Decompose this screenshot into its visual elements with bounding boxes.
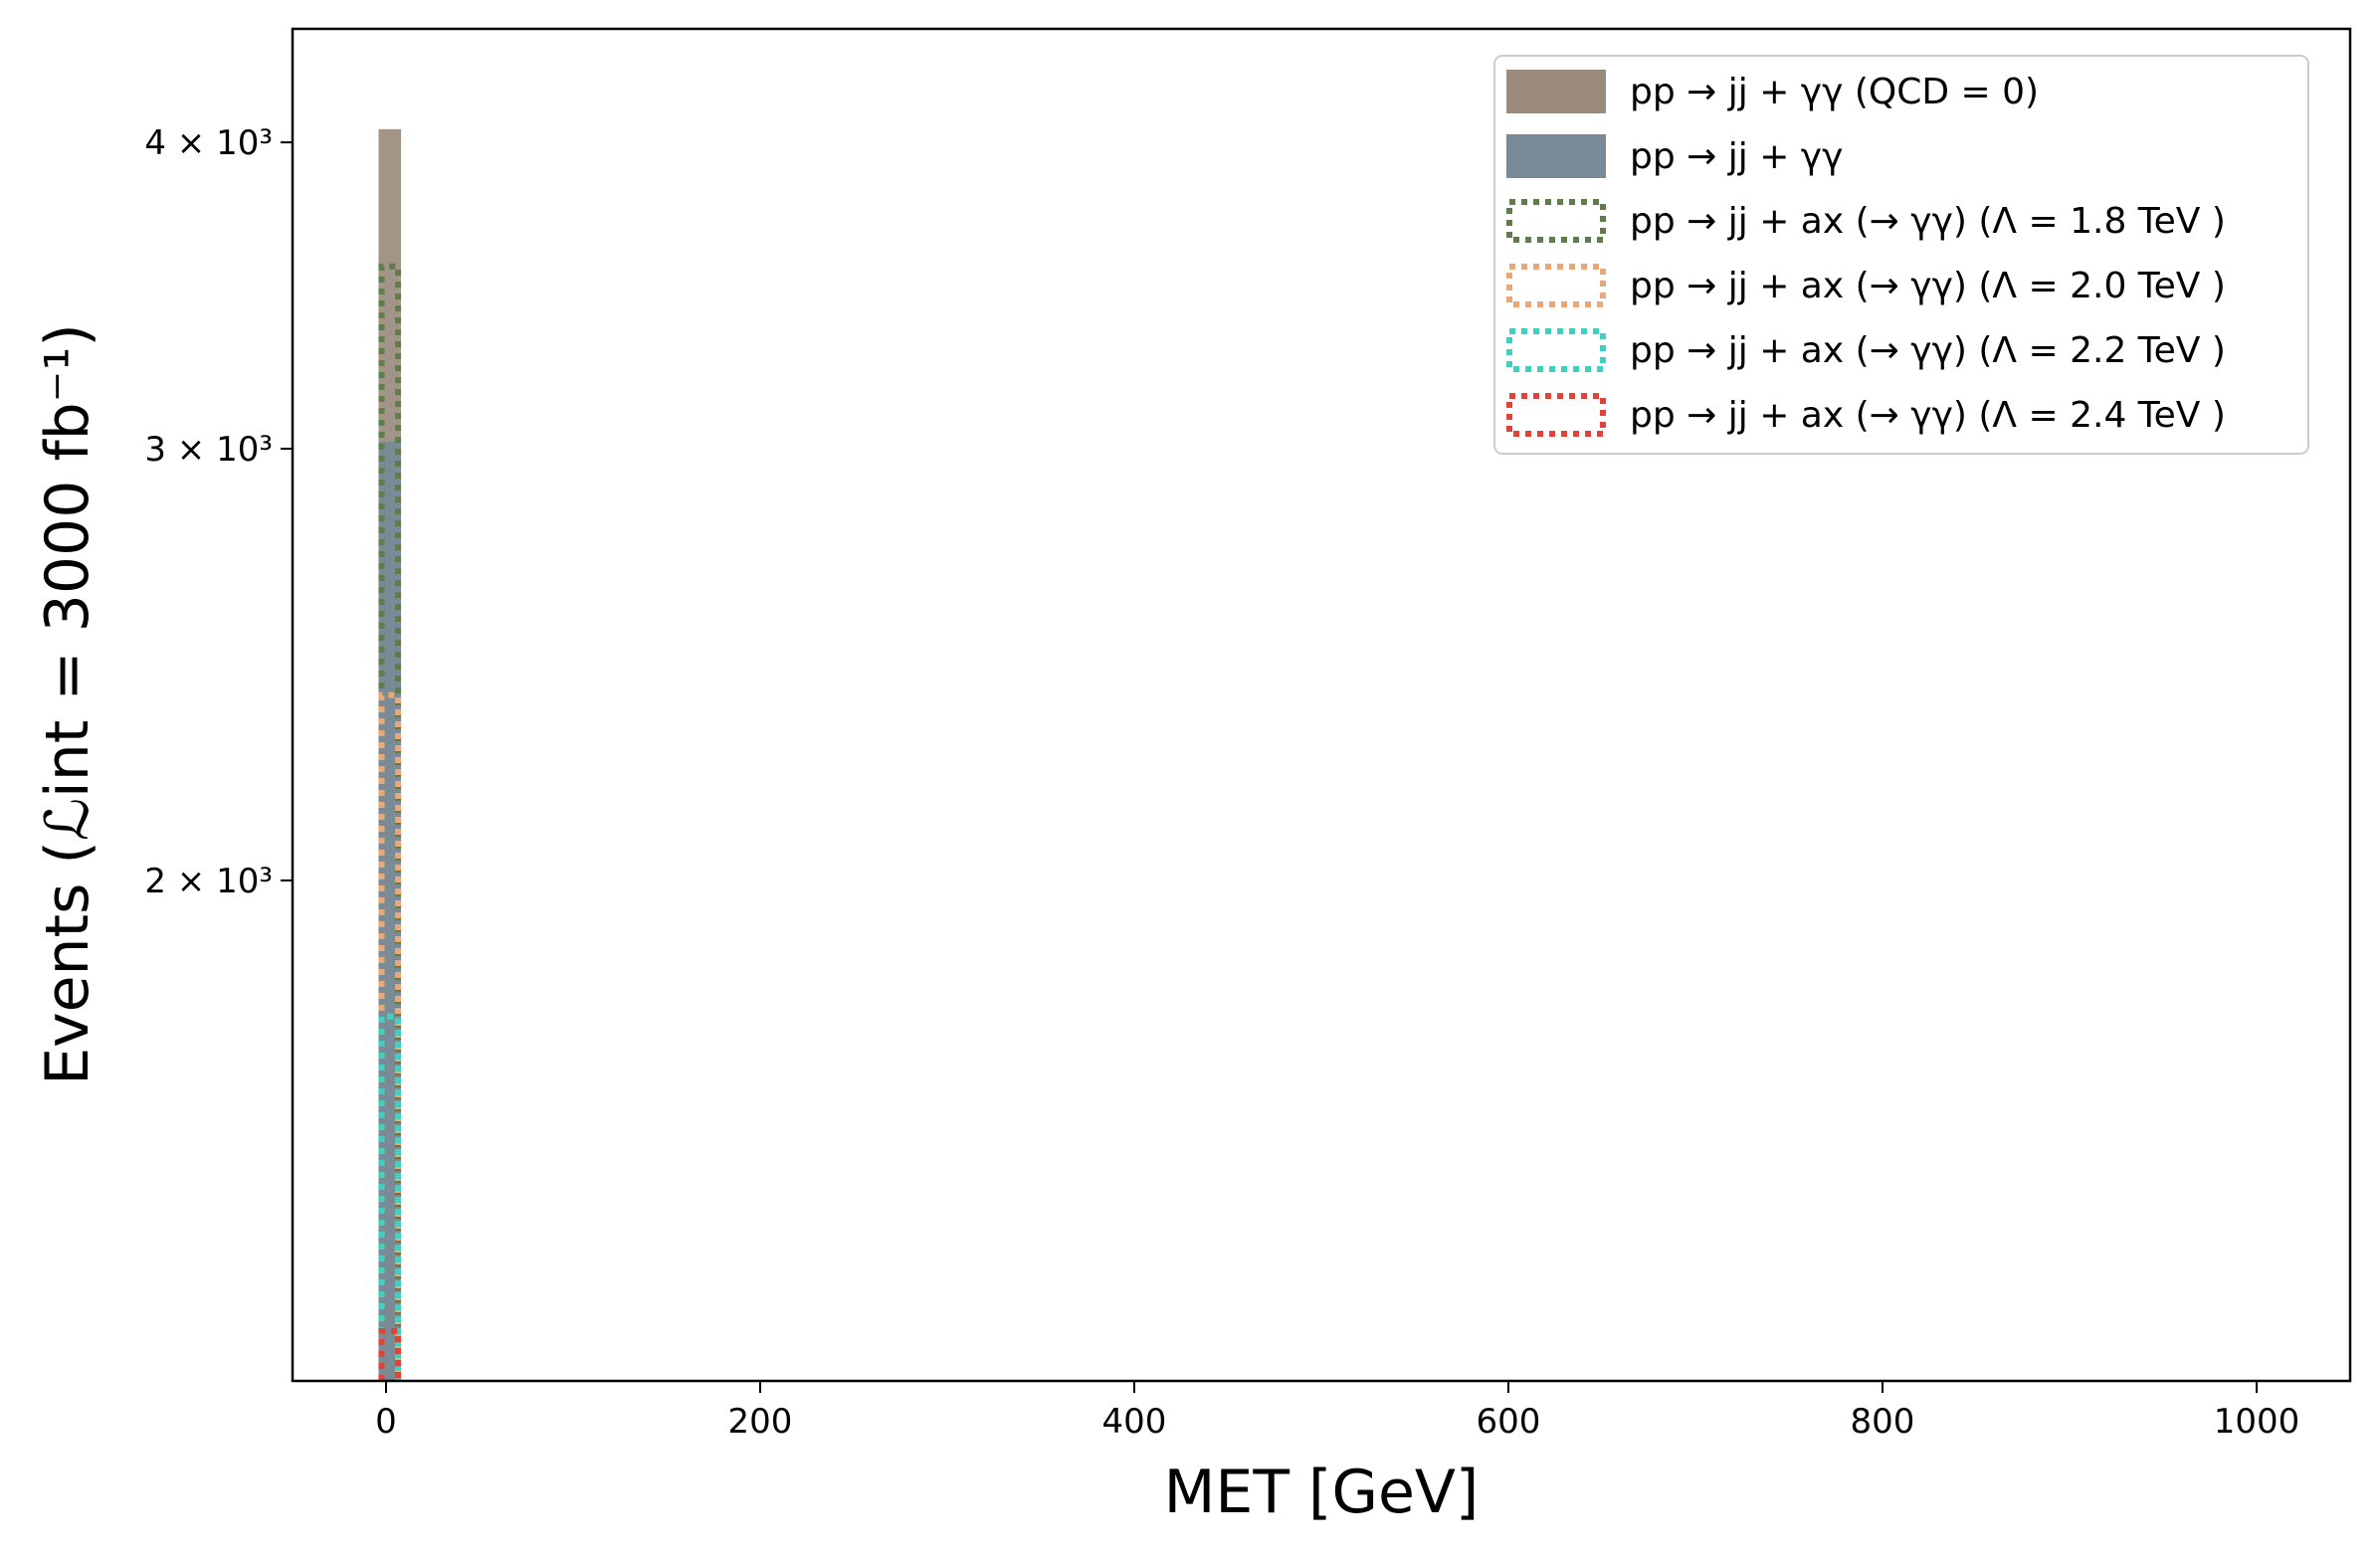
legend-swatch-5 bbox=[1506, 328, 1606, 372]
legend-swatch-1 bbox=[1506, 70, 1606, 113]
bar-series-6 bbox=[378, 1327, 402, 1381]
x-axis-label: MET [GeV] bbox=[1164, 1458, 1480, 1527]
y-tick-label: 4 × 10³ bbox=[144, 123, 273, 163]
legend-swatch-4 bbox=[1506, 264, 1606, 307]
legend: pp → jj + γγ (QCD = 0) pp → jj + γγ pp → j… bbox=[1493, 55, 2309, 455]
bar-series-3 bbox=[378, 263, 402, 1381]
legend-frame bbox=[1493, 55, 2309, 455]
x-tick-label: 200 bbox=[728, 1402, 793, 1442]
histogram-bars bbox=[378, 128, 402, 1381]
legend-swatch-6 bbox=[1506, 393, 1606, 437]
legend-entries: pp → jj + γγ (QCD = 0) pp → jj + γγ pp → j… bbox=[1506, 70, 2226, 437]
plot-frame bbox=[291, 27, 2352, 1383]
x-axis-ticks: 0 200 400 600 800 1000 bbox=[375, 1381, 2299, 1442]
legend-label-2: pp → jj + γγ bbox=[1630, 136, 1843, 177]
y-axis-ticks: 2 × 10³ 3 × 10³ 4 × 10³ bbox=[144, 123, 293, 901]
legend-label-4: pp → jj + ax (→ γγ) (Λ = 2.0 TeV ) bbox=[1630, 266, 2226, 306]
legend-label-3: pp → jj + ax (→ γγ) (Λ = 1.8 TeV ) bbox=[1630, 201, 2226, 242]
x-tick-label: 600 bbox=[1477, 1402, 1541, 1442]
x-tick-label: 1000 bbox=[2214, 1402, 2300, 1442]
y-tick-label: 2 × 10³ bbox=[144, 862, 273, 901]
legend-label-1: pp → jj + γγ (QCD = 0) bbox=[1630, 72, 2039, 112]
x-tick-label: 0 bbox=[375, 1402, 397, 1442]
legend-swatch-3 bbox=[1506, 199, 1606, 243]
bar-series-5 bbox=[378, 1013, 402, 1381]
legend-label-6: pp → jj + ax (→ γγ) (Λ = 2.4 TeV ) bbox=[1630, 395, 2226, 436]
bar-series-4 bbox=[378, 691, 402, 1381]
y-axis-label: Events (ℒint = 3000 fb⁻¹) bbox=[33, 323, 102, 1085]
x-tick-label: 400 bbox=[1102, 1402, 1167, 1442]
x-tick-label: 800 bbox=[1851, 1402, 1915, 1442]
legend-label-5: pp → jj + ax (→ γγ) (Λ = 2.2 TeV ) bbox=[1630, 330, 2226, 371]
y-tick-label: 3 × 10³ bbox=[144, 430, 273, 470]
legend-swatch-2 bbox=[1506, 134, 1606, 178]
